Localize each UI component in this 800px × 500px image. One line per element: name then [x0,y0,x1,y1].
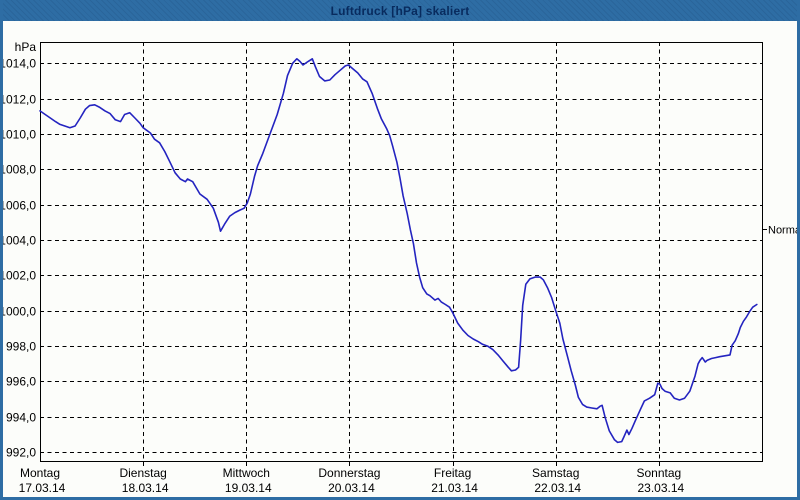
day-name-label: Donnerstag [318,466,380,480]
normal-marker-label: Normal [768,225,797,237]
y-tick-label: 1014,0 [3,57,36,71]
y-tick-label: 1004,0 [3,234,36,248]
y-tick-label: 1002,0 [3,269,36,283]
title-bar: Luftdruck [hPa] skaliert [3,0,797,21]
day-date-label: 18.03.14 [122,481,169,495]
y-tick-label: 1000,0 [3,305,36,319]
day-name-label: Dienstag [119,466,166,480]
day-name-label: Sonntag [636,466,681,480]
plot-frame [40,42,763,462]
y-tick-label: 1010,0 [3,128,36,142]
pressure-line-chart: 1014,0 1012,0 1010,0 1008,0 1006,0 1004,0 1002… [3,40,797,495]
day-date-label: 23.03.14 [637,481,684,495]
chart-area: 1014,0 1012,0 1010,0 1008,0 1006,0 1004,0 1002… [3,21,797,497]
y-gridlines: 1014,0 1012,0 1010,0 1008,0 1006,0 1004,0 1002… [3,57,762,460]
y-axis-unit-label: hPa [15,40,37,54]
day-name-label: Montag [20,466,60,480]
y-tick-label: 1006,0 [3,199,36,213]
y-tick-label: 1008,0 [3,163,36,177]
y-tick-label: 994,0 [6,411,36,425]
y-tick-label: 996,0 [6,375,36,389]
y-tick-label: 998,0 [6,340,36,354]
day-name-label: Samstag [532,466,579,480]
day-date-label: 22.03.14 [534,481,581,495]
day-date-label: 20.03.14 [328,481,375,495]
normal-marker: Normal [762,225,797,237]
y-tick-label: 992,0 [6,446,36,460]
day-date-label: 17.03.14 [19,481,66,495]
pressure-line [39,57,758,444]
day-date-label: 19.03.14 [225,481,272,495]
day-name-label: Freitag [434,466,471,480]
day-date-label: 21.03.14 [431,481,478,495]
y-tick-label: 1012,0 [3,93,36,107]
day-name-label: Mittwoch [223,466,270,480]
chart-title: Luftdruck [hPa] skaliert [330,3,470,18]
